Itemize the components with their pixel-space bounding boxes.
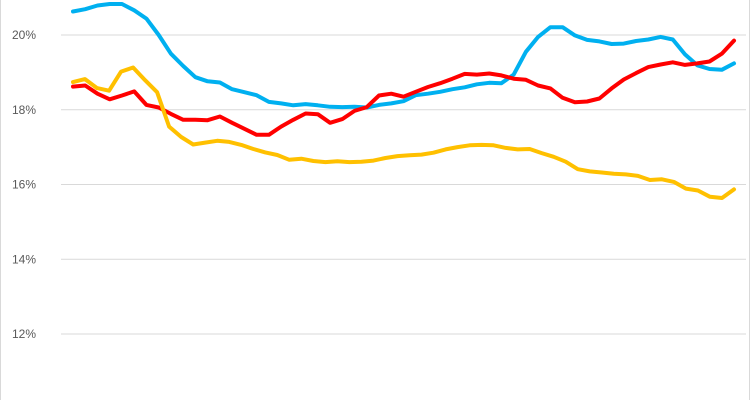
y-tick-label: 12%	[12, 327, 36, 341]
y-tick-label: 18%	[12, 103, 36, 117]
y-tick-label: 20%	[12, 28, 36, 42]
series-line-2	[71, 38, 736, 137]
y-tick-label: 16%	[12, 178, 36, 192]
series-line-1	[71, 2, 736, 110]
y-tick-label: 14%	[12, 252, 36, 266]
series-line-3	[71, 65, 736, 200]
